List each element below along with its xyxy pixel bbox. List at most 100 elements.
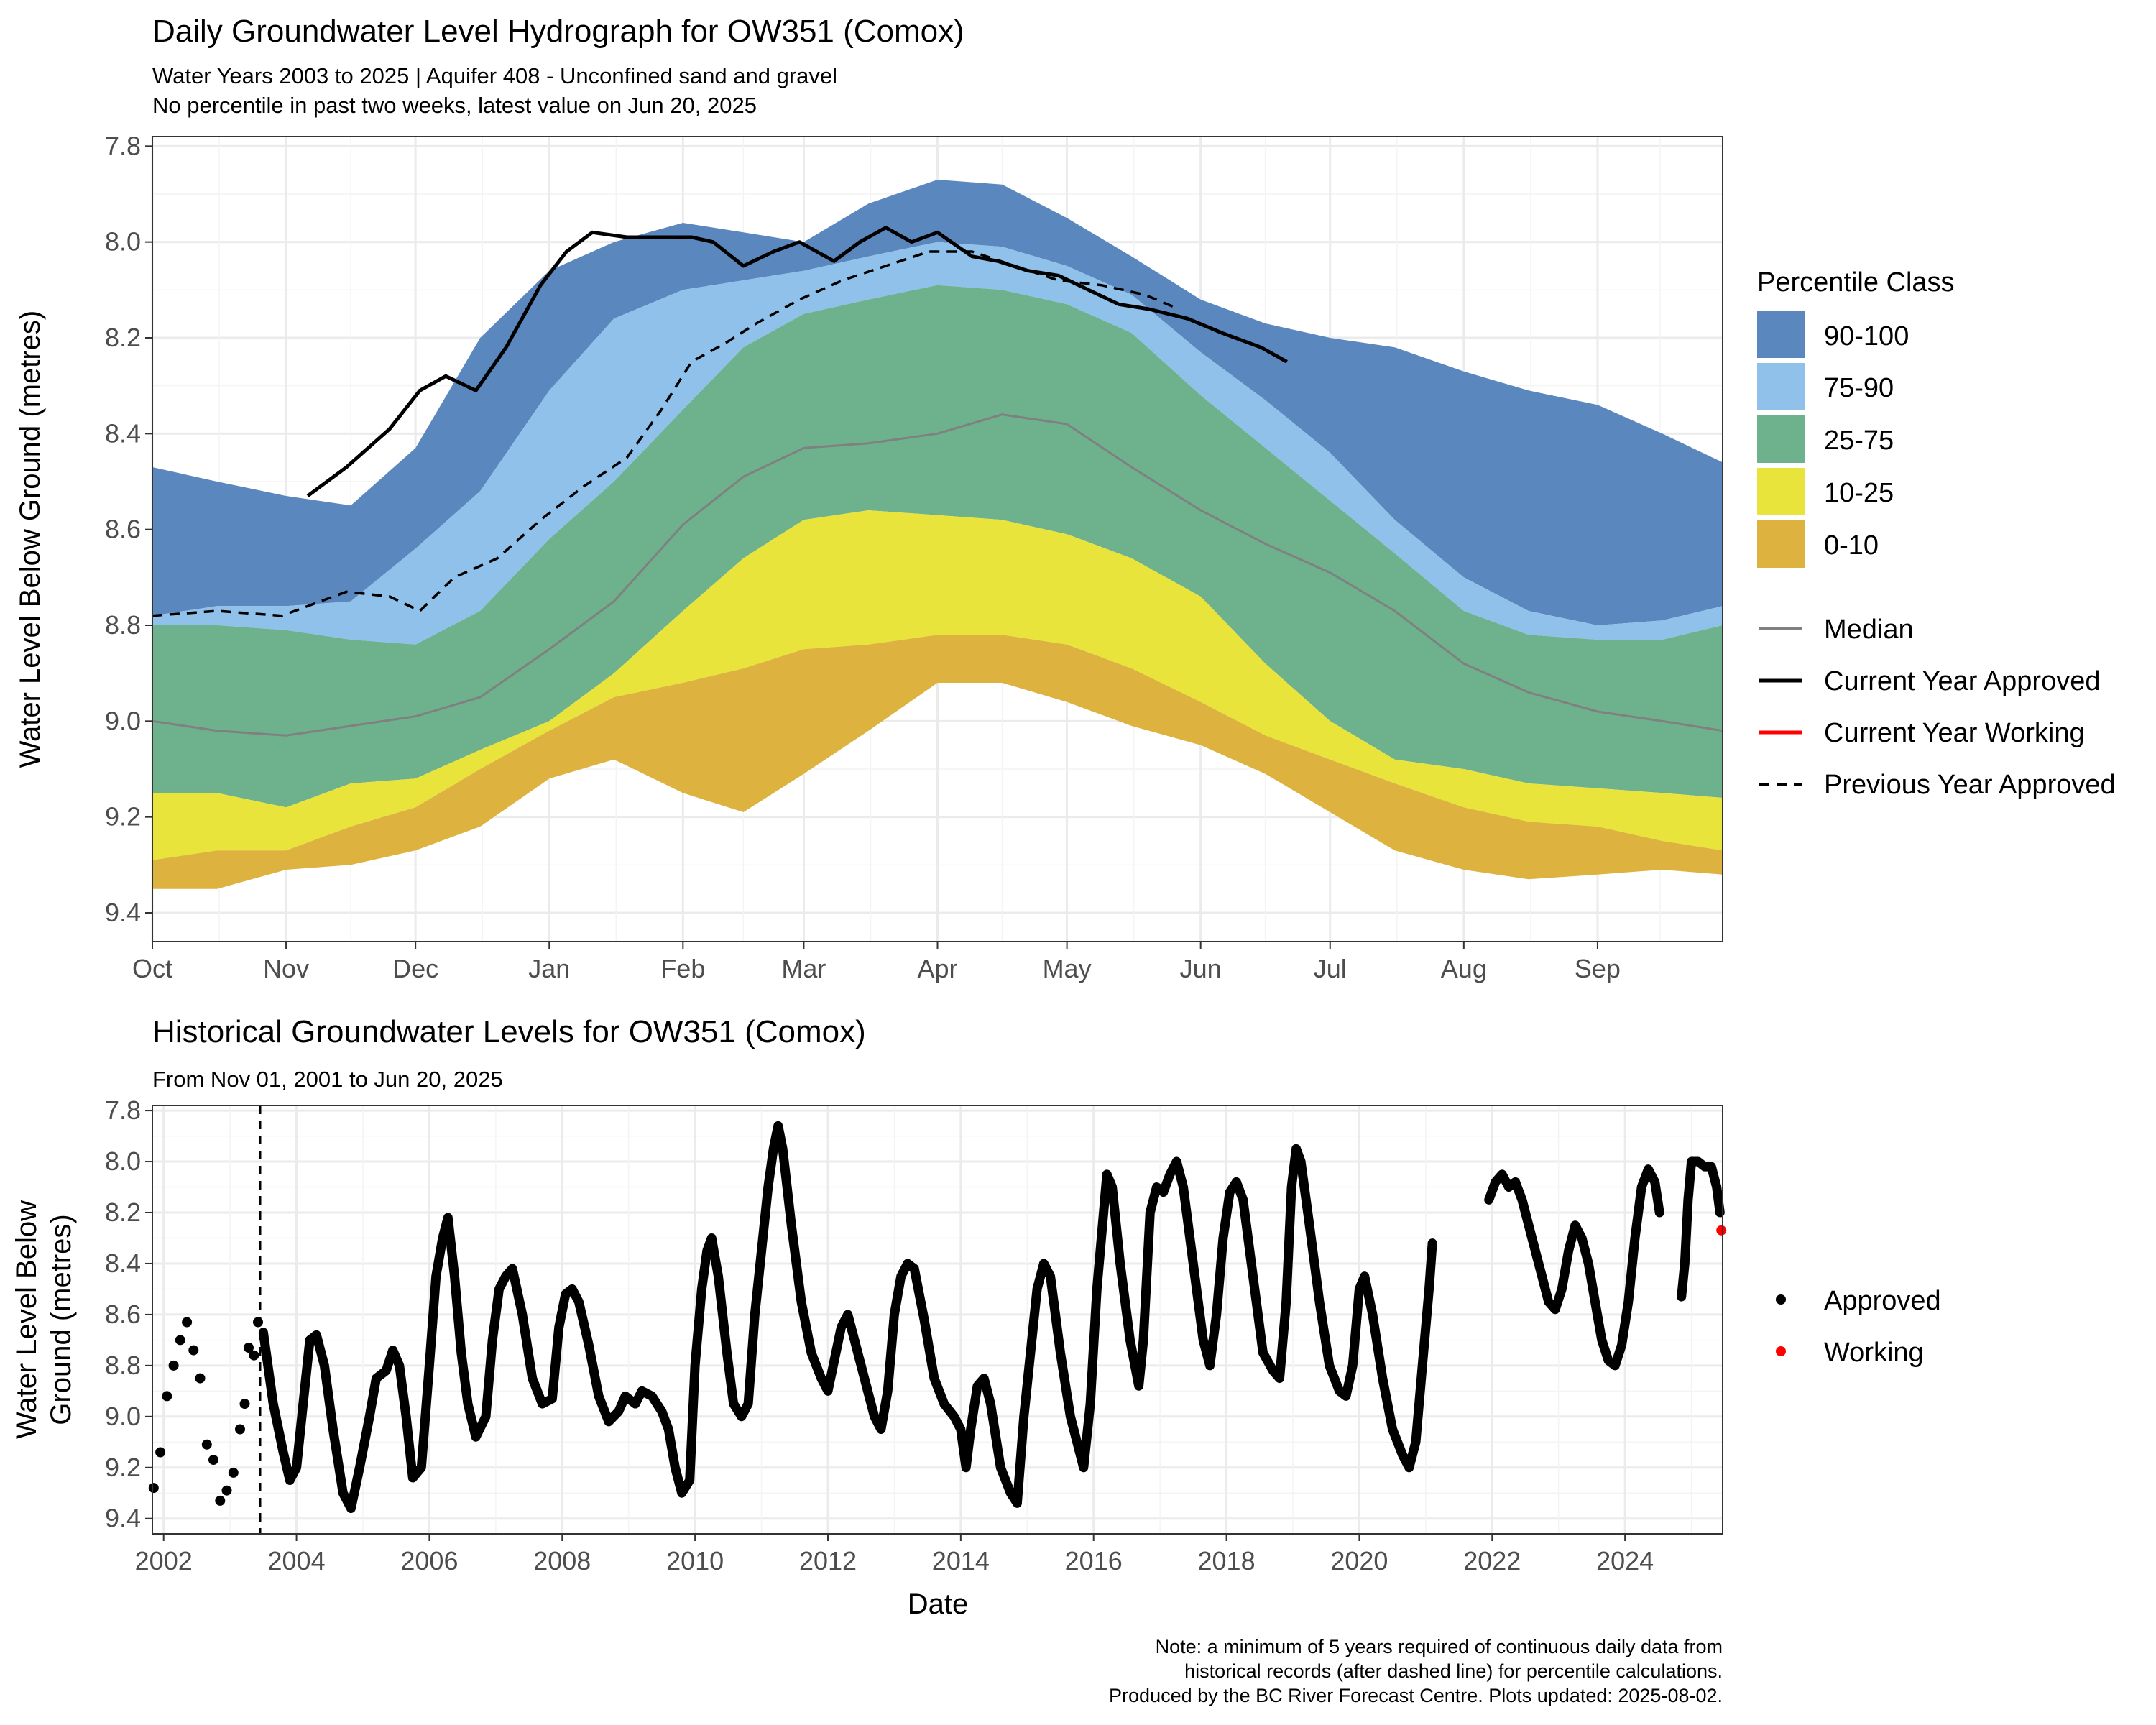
hist-ytick-label-4: 8.6: [105, 1300, 141, 1329]
hist-xtick-label-11: 2024: [1596, 1546, 1654, 1576]
legend-swatch-10-25: [1757, 468, 1805, 515]
historical-grid: [152, 1105, 1723, 1534]
hist-xtick-label-10: 2022: [1463, 1546, 1521, 1576]
historical-panel-border: [152, 1105, 1723, 1535]
historical-legend: Approved Working: [1776, 1286, 1941, 1368]
band-90-100: [152, 180, 1723, 625]
approved-point-4: [175, 1335, 185, 1346]
historical-x-ticks: 2002 2004 2006 2008 2010 2012 2014 2016 2018 2020…: [135, 1534, 1654, 1576]
approved-point-17: [253, 1317, 263, 1328]
approved-point-3: [168, 1360, 179, 1371]
historical-y-axis-label-1: Water Level Below: [11, 1200, 42, 1439]
hist-ytick-label-5: 8.8: [105, 1351, 141, 1380]
hydro-xtick-label-2: Dec: [392, 954, 438, 983]
median-line: [152, 413, 1723, 737]
historical-y-axis-label-2: Ground (metres): [45, 1214, 77, 1425]
legend-label-working: Working: [1824, 1338, 1924, 1368]
hist-xtick-label-0: 2002: [135, 1546, 193, 1576]
hydro-ytick-label-3: 8.4: [105, 418, 141, 448]
legend-label-10-25: 10-25: [1824, 478, 1894, 508]
hydro-ytick-label-6: 9.0: [105, 706, 141, 735]
footnote-line-2: historical records (after dashed line) f…: [1184, 1660, 1723, 1682]
hydro-xtick-label-0: Oct: [132, 954, 172, 983]
approved-point-6: [188, 1345, 199, 1356]
hydro-xtick-label-5: Mar: [781, 954, 826, 983]
hist-ytick-label-3: 8.4: [105, 1248, 141, 1278]
hydro-xtick-label-7: May: [1043, 954, 1092, 983]
hydrograph-subtitle-2: No percentile in past two weeks, latest …: [152, 93, 757, 118]
band-0-10: [152, 635, 1723, 889]
hydro-xtick-label-11: Sep: [1575, 954, 1621, 983]
legend-label-0-10: 0-10: [1824, 530, 1879, 561]
hydro-xtick-label-9: Jul: [1314, 954, 1347, 983]
hist-xtick-label-4: 2010: [666, 1546, 724, 1576]
hist-xtick-label-7: 2016: [1065, 1546, 1123, 1576]
hydro-xtick-label-6: Apr: [917, 954, 957, 983]
hydrograph-x-ticks: Oct Nov Dec Jan Feb Mar Apr May Jun Jul Aug Sep: [132, 942, 1621, 983]
hist-xtick-label-8: 2018: [1198, 1546, 1256, 1576]
hist-ytick-label-7: 9.2: [105, 1453, 141, 1482]
approved-point-8: [201, 1439, 212, 1450]
hist-ytick-label-2: 8.2: [105, 1197, 141, 1227]
approved-point-14: [239, 1399, 250, 1409]
approved-series-1: [1484, 1164, 1664, 1371]
approved-series-2: [1677, 1156, 1725, 1302]
legend-label-current-working: Current Year Working: [1824, 718, 2085, 748]
band-10-25: [152, 510, 1723, 860]
historical-panel-bg: [152, 1105, 1723, 1534]
approved-point-7: [195, 1373, 206, 1384]
legend-swatch-75-90: [1757, 363, 1805, 410]
approved-point-15: [244, 1343, 254, 1353]
hydrograph-title: Daily Groundwater Level Hydrograph for O…: [152, 14, 964, 49]
hydro-xtick-label-8: Jun: [1180, 954, 1222, 983]
hydro-ytick-label-8: 9.4: [105, 898, 141, 927]
legend-label-75-90: 75-90: [1824, 373, 1894, 403]
approved-point-5: [182, 1317, 193, 1328]
approved-point-2: [162, 1391, 172, 1402]
historical-data: [148, 1105, 1727, 1534]
hist-ytick-label-0: 7.8: [105, 1095, 141, 1125]
hist-ytick-label-1: 8.0: [105, 1146, 141, 1176]
hydrograph-legend: Percentile Class 90-100 75-90 25-75 10-2…: [1757, 267, 2116, 800]
hist-xtick-label-5: 2012: [799, 1546, 857, 1576]
approved-point-10: [215, 1495, 226, 1506]
legend-approved-dot: [1776, 1294, 1786, 1305]
legend-label-25-75: 25-75: [1824, 426, 1894, 456]
historical-subtitle: From Nov 01, 2001 to Jun 20, 2025: [152, 1067, 503, 1092]
hist-xtick-label-6: 2014: [932, 1546, 990, 1576]
hist-xtick-label-9: 2020: [1330, 1546, 1388, 1576]
hydrograph-subtitle-1: Water Years 2003 to 2025 | Aquifer 408 -…: [152, 63, 837, 88]
hydro-ytick-label-0: 7.8: [105, 131, 141, 160]
approved-point-11: [221, 1485, 232, 1496]
hist-ytick-label-6: 9.0: [105, 1402, 141, 1431]
legend-swatch-0-10: [1757, 520, 1805, 568]
hydrograph-lines: [152, 226, 1723, 737]
approved-point-9: [208, 1455, 218, 1466]
legend-label-approved: Approved: [1824, 1286, 1941, 1316]
hydro-ytick-label-4: 8.6: [105, 515, 141, 544]
hydro-xtick-label-4: Feb: [660, 954, 705, 983]
current-year-approved-line: [306, 226, 1288, 498]
approved-series-0: [258, 1121, 1437, 1513]
approved-point-0: [148, 1483, 159, 1494]
legend-label-90-100: 90-100: [1824, 321, 1909, 351]
legend-working-dot: [1776, 1346, 1786, 1356]
working-point-0: [1716, 1225, 1727, 1236]
hydro-xtick-label-3: Jan: [528, 954, 570, 983]
legend-label-current-approved: Current Year Approved: [1824, 666, 2101, 696]
approved-point-1: [155, 1447, 166, 1458]
hydrograph-y-ticks: 7.8 8.0 8.2 8.4 8.6 8.8 9.0 9.2 9.4: [105, 131, 152, 927]
historical-title: Historical Groundwater Levels for OW351 …: [152, 1014, 866, 1049]
hist-xtick-label-3: 2008: [533, 1546, 591, 1576]
hydro-ytick-label-7: 9.2: [105, 802, 141, 832]
legend-swatch-90-100: [1757, 310, 1805, 358]
hist-xtick-label-1: 2004: [268, 1546, 326, 1576]
approved-point-16: [249, 1350, 259, 1361]
hist-xtick-label-2: 2006: [400, 1546, 458, 1576]
hist-ytick-label-8: 9.4: [105, 1504, 141, 1533]
legend-swatch-25-75: [1757, 415, 1805, 463]
historical-x-axis-label: Date: [908, 1588, 969, 1620]
approved-point-12: [228, 1467, 239, 1478]
